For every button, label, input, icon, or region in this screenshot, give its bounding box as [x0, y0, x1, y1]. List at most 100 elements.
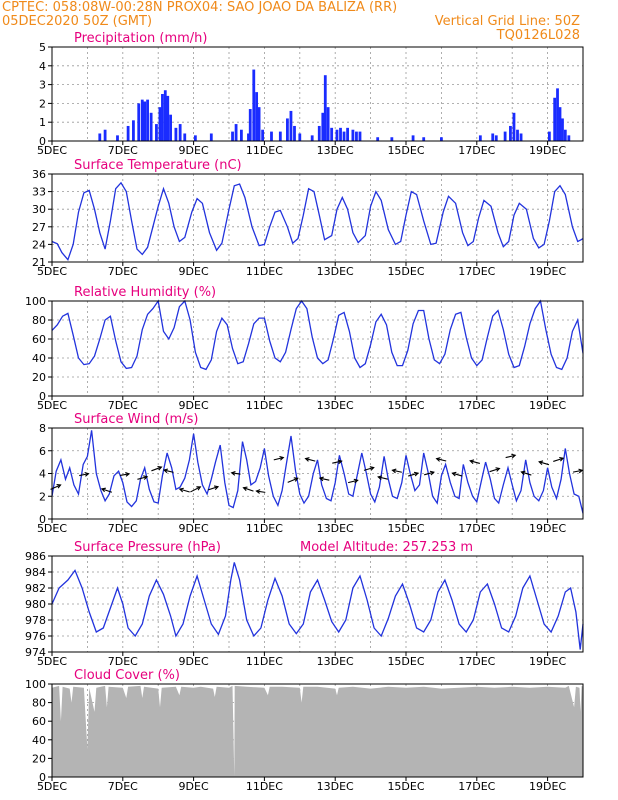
wind-arrow-head	[451, 471, 457, 477]
x-tick-label: 7DEC	[108, 399, 138, 412]
x-tick-label: 7DEC	[108, 780, 138, 793]
x-tick-label: 11DEC	[246, 399, 283, 412]
precip-bar	[166, 95, 170, 141]
panel-6: 0 20 40 60 80 100 5DEC 7DEC 9DEC 11DEC 13DEC 15DEC 1…	[25, 668, 584, 793]
wind-arrow	[305, 458, 316, 462]
x-tick-label: 19DEC	[529, 144, 566, 157]
precip-bar	[321, 112, 325, 141]
wind-arrow	[572, 469, 583, 473]
y-tick-label: 974	[25, 646, 46, 659]
wind-arrow	[470, 460, 481, 464]
panel-annotation: Model Altitude: 257.253 m	[300, 540, 473, 555]
x-tick-label: 9DEC	[179, 522, 209, 535]
x-tick-label: 11DEC	[246, 522, 283, 535]
wind-arrow	[179, 488, 190, 493]
y-tick-label: 20	[32, 752, 46, 765]
precip-bar	[491, 133, 495, 141]
precip-bar	[351, 129, 355, 141]
wind-arrow	[243, 487, 254, 492]
y-tick-label: 100	[25, 295, 46, 308]
wind-arrow	[436, 458, 447, 462]
y-tick-label: 40	[32, 734, 46, 747]
wind-arrow-head	[520, 470, 526, 476]
precip-bar	[140, 99, 144, 141]
y-tick-label: 60	[32, 715, 46, 728]
precip-bar	[193, 135, 197, 141]
precip-bar	[326, 107, 330, 141]
panel-frame	[51, 683, 584, 778]
precip-bar	[116, 135, 119, 141]
wind-arrow	[151, 466, 162, 472]
y-tick-label: 4	[39, 60, 46, 73]
y-tick-label: 0	[39, 513, 46, 526]
precip-bar	[137, 103, 141, 141]
x-tick-label: 11DEC	[246, 144, 283, 157]
precip-bar	[146, 99, 149, 141]
wind-arrow	[207, 486, 219, 491]
panel-title: Relative Humidity (%)	[74, 285, 216, 300]
panel-frame	[51, 300, 584, 397]
series-line	[51, 299, 584, 371]
series-line	[51, 181, 584, 261]
x-tick-label: 19DEC	[529, 399, 566, 412]
precip-bar	[519, 133, 523, 141]
precip-bar	[103, 129, 107, 141]
precip-bar	[503, 131, 507, 141]
wind-arrow-head	[279, 455, 285, 461]
wind-arrow-head	[353, 478, 359, 484]
precip-bar	[155, 124, 158, 141]
precip-bar	[239, 129, 243, 141]
x-tick-label: 9DEC	[179, 399, 209, 412]
panel-frame	[51, 427, 584, 520]
precip-bar	[163, 90, 167, 141]
wind-arrow	[319, 477, 330, 481]
wind-arrow	[378, 476, 388, 480]
y-tick-label: 80	[32, 697, 46, 710]
wind-arrow-head	[511, 453, 517, 459]
x-tick-label: 7DEC	[108, 655, 138, 668]
precip-bar	[247, 133, 250, 141]
precip-bar	[553, 97, 557, 141]
y-tick-label: 978	[25, 614, 46, 627]
wind-arrow	[273, 457, 284, 461]
x-tick-label: 9DEC	[179, 144, 209, 157]
precip-bar	[231, 131, 234, 141]
precip-bar	[422, 137, 426, 141]
x-tick-label: 13DEC	[317, 522, 354, 535]
x-tick-label: 7DEC	[108, 144, 138, 157]
y-tick-label: 100	[25, 678, 46, 691]
wind-arrow-head	[435, 457, 441, 462]
wind-arrow	[79, 473, 89, 477]
header-grid-line: Vertical Grid Line: 50Z	[434, 14, 580, 29]
x-tick-label: 5DEC	[37, 655, 67, 668]
precip-bar	[411, 135, 415, 141]
precip-bar	[358, 131, 362, 141]
y-tick-label: 5	[39, 41, 46, 54]
y-tick-label: 8	[39, 422, 46, 435]
precip-bar	[183, 133, 187, 141]
wind-arrow-head	[369, 466, 375, 471]
x-tick-label: 5DEC	[37, 265, 67, 278]
wind-arrow	[332, 460, 342, 464]
y-tick-label: 24	[32, 238, 46, 251]
cloud-area	[52, 685, 583, 777]
wind-arrow	[347, 479, 358, 484]
x-tick-label: 5DEC	[37, 144, 67, 157]
wind-arrow-head	[538, 460, 544, 466]
x-tick-label: 13DEC	[317, 655, 354, 668]
precip-bar	[161, 94, 164, 141]
header-station: CPTEC: 058:08W-00:28N PROX04: SAO JOAO D…	[2, 0, 398, 15]
wind-arrow-head	[162, 468, 169, 474]
y-tick-label: 4	[39, 468, 46, 481]
precip-bar	[270, 131, 273, 141]
wind-arrow-head	[413, 471, 420, 477]
precip-bar	[98, 133, 102, 141]
x-tick-label: 15DEC	[387, 522, 424, 535]
wind-arrow	[424, 471, 434, 476]
panel-4: 0 2 4 6 8 5DEC 7DEC 9DEC 11DEC 13DEC 15DEC 17DEC 19D…	[37, 412, 584, 535]
x-tick-label: 5DEC	[37, 399, 67, 412]
x-tick-label: 17DEC	[458, 655, 495, 668]
wind-arrow-head	[255, 489, 261, 494]
x-tick-label: 13DEC	[317, 780, 354, 793]
